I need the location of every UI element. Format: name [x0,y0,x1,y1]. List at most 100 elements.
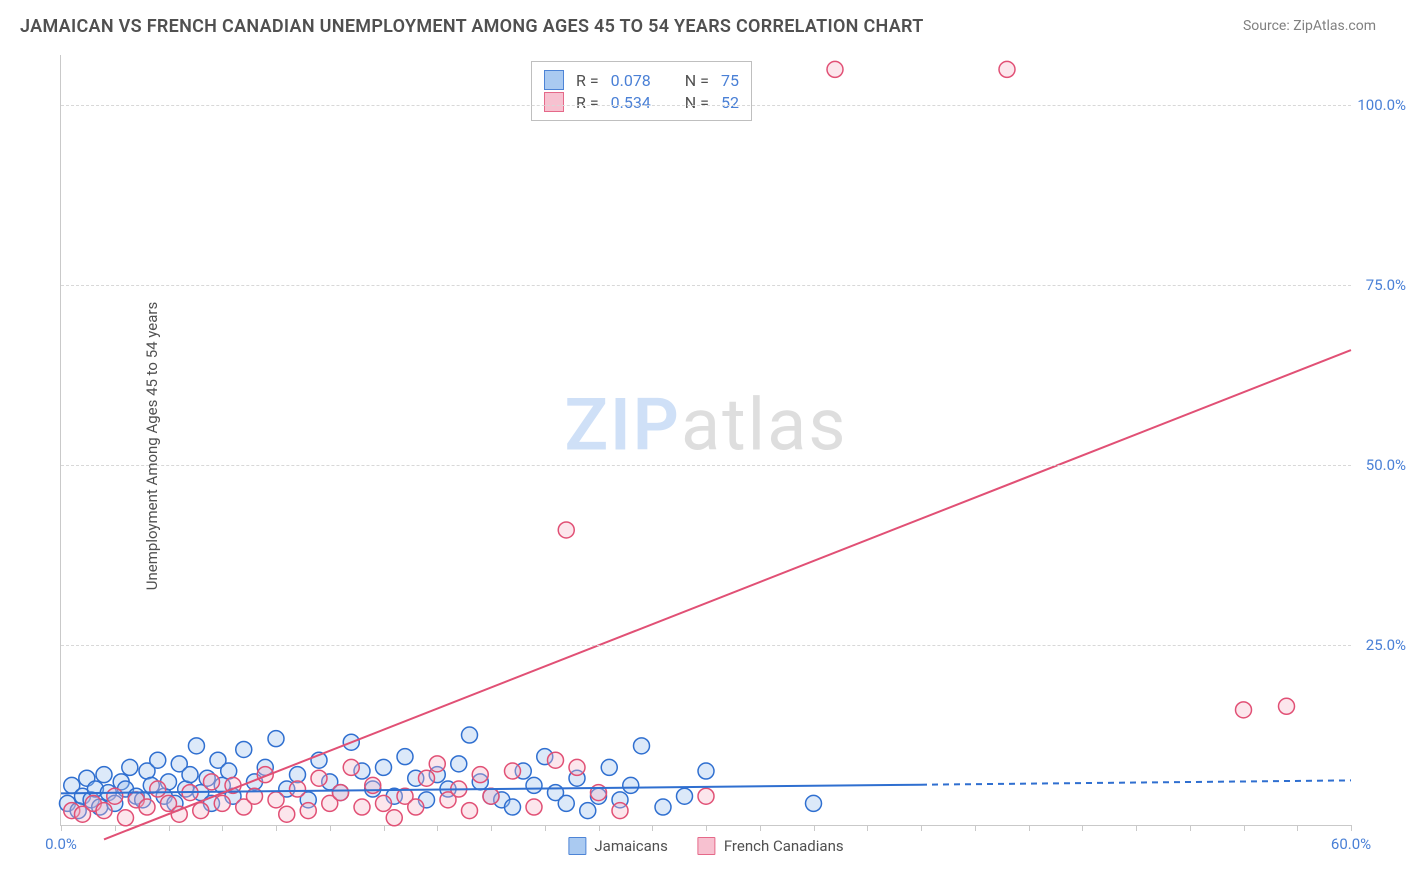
scatter-point [429,756,445,772]
chart-container: JAMAICAN VS FRENCH CANADIAN UNEMPLOYMENT… [0,0,1406,892]
plot-area: ZIPatlas R =0.078N =75R =0.534N =52 Jama… [60,55,1351,826]
plot-svg [61,55,1351,825]
scatter-point [999,61,1015,77]
x-tick-label: 60.0% [1331,835,1371,853]
scatter-point [311,770,327,786]
scatter-point [677,788,693,804]
scatter-point [193,803,209,819]
scatter-point [462,727,478,743]
x-tick [545,825,546,831]
stat-n-value: 52 [721,93,739,112]
scatter-point [655,799,671,815]
scatter-point [214,795,230,811]
legend-label: Jamaicans [594,837,667,855]
grid-line [61,645,1351,646]
x-tick [867,825,868,831]
legend-item: French Canadians [698,837,844,855]
scatter-point [397,749,413,765]
scatter-point [107,788,123,804]
scatter-point [580,803,596,819]
x-tick [1136,825,1137,831]
x-tick [599,825,600,831]
scatter-point [698,788,714,804]
x-tick [1029,825,1030,831]
scatter-point [204,774,220,790]
legend-swatch [544,70,564,90]
scatter-point [548,752,564,768]
x-tick [276,825,277,831]
scatter-point [451,756,467,772]
scatter-point [354,799,370,815]
scatter-point [376,759,392,775]
scatter-point [150,752,166,768]
scatter-point [221,763,237,779]
scatter-point [139,799,155,815]
legend-item: Jamaicans [568,837,667,855]
scatter-point [1236,702,1252,718]
scatter-point [188,738,204,754]
scatter-point [386,810,402,826]
x-tick [1351,825,1352,831]
scatter-point [408,799,424,815]
scatter-point [279,806,295,822]
x-tick [384,825,385,831]
legend-swatch [698,837,716,855]
x-tick [1082,825,1083,831]
stat-n-label: N = [685,71,709,90]
y-tick-label: 100.0% [1356,96,1406,114]
scatter-point [827,61,843,77]
legend-swatch [568,837,586,855]
scatter-point [236,741,252,757]
x-tick [1190,825,1191,831]
grid-line [61,465,1351,466]
x-tick [921,825,922,831]
scatter-point [118,810,134,826]
legend-swatch [544,92,564,112]
scatter-point [558,522,574,538]
x-tick [61,825,62,831]
scatter-point [376,795,392,811]
x-tick [760,825,761,831]
scatter-point [526,799,542,815]
stat-n-label: N = [685,93,709,112]
scatter-point [268,792,284,808]
x-tick [1244,825,1245,831]
scatter-point [526,777,542,793]
stat-r-value: 0.534 [611,93,651,112]
scatter-point [182,767,198,783]
x-tick [222,825,223,831]
x-tick [491,825,492,831]
scatter-point [290,781,306,797]
scatter-point [505,763,521,779]
stats-legend-box: R =0.078N =75R =0.534N =52 [531,61,752,121]
scatter-point [558,795,574,811]
stat-r-value: 0.078 [611,71,651,90]
scatter-point [333,785,349,801]
scatter-point [601,759,617,775]
x-tick [1297,825,1298,831]
x-tick [330,825,331,831]
scatter-point [419,770,435,786]
stat-r-label: R = [576,93,599,112]
scatter-point [806,795,822,811]
scatter-point [343,759,359,775]
scatter-point [1279,698,1295,714]
scatter-point [300,803,316,819]
scatter-point [483,788,499,804]
scatter-point [472,767,488,783]
scatter-point [634,738,650,754]
x-tick [652,825,653,831]
scatter-point [122,759,138,775]
legend-label: French Canadians [724,837,844,855]
stats-row: R =0.078N =75 [544,70,739,90]
grid-line [61,285,1351,286]
x-tick [975,825,976,831]
scatter-point [569,759,585,775]
scatter-point [505,799,521,815]
stat-r-label: R = [576,71,599,90]
chart-title: JAMAICAN VS FRENCH CANADIAN UNEMPLOYMENT… [20,16,924,37]
source-attribution: Source: ZipAtlas.com [1243,18,1376,34]
x-tick [706,825,707,831]
grid-line [61,105,1351,106]
bottom-legend: Jamaicans French Canadians [568,837,843,855]
